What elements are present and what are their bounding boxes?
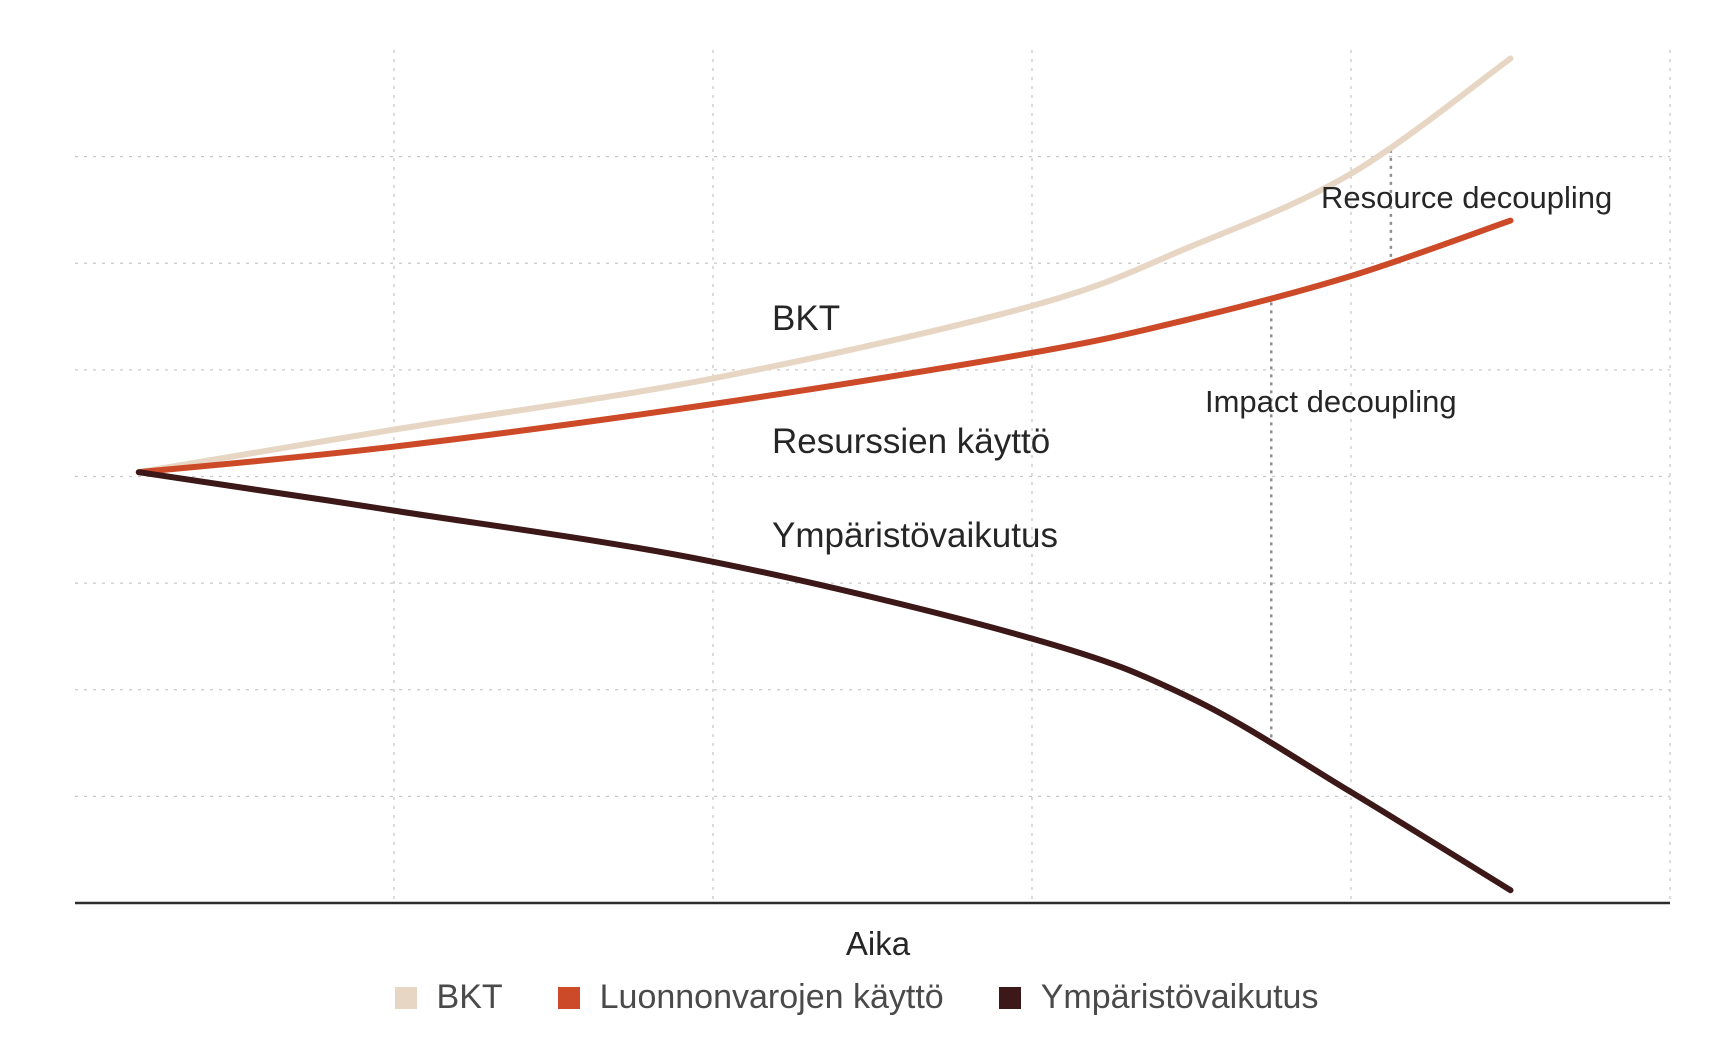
legend-swatch-resurssit — [557, 986, 580, 1009]
series-label-resurssit: Resurssien käyttö — [772, 422, 1050, 461]
legend-label-ymparisto: Ympäristövaikutus — [1040, 978, 1319, 1016]
legend: BKT Luonnonvarojen käyttö Ympäristövaikutu… — [0, 978, 1713, 1017]
legend-item-bkt: BKT — [394, 978, 503, 1017]
grid — [75, 50, 1671, 903]
annotation-label-2: Impact decoupling — [1205, 384, 1457, 419]
legend-item-resurssit: Luonnonvarojen käyttö — [557, 978, 944, 1017]
series-line-bkt — [135, 55, 1514, 476]
legend-label-bkt: BKT — [436, 978, 503, 1016]
legend-item-ymparisto: Ympäristövaikutus — [998, 978, 1319, 1017]
legend-swatch-ymparisto — [998, 986, 1021, 1009]
legend-swatch-bkt — [394, 986, 417, 1009]
series-label-bkt: BKT — [772, 299, 840, 338]
legend-label-resurssit: Luonnonvarojen käyttö — [599, 978, 944, 1016]
series-line-ymparisto — [135, 469, 1514, 894]
series-label-ymparisto: Ympäristövaikutus — [772, 516, 1058, 555]
chart-labels: BKT Resurssien käyttö Ympäristövaikutus Res… — [772, 180, 1612, 555]
x-axis-title: Aika — [846, 925, 911, 962]
annotation-label-1: Resource decoupling — [1321, 180, 1612, 215]
series-lines — [135, 55, 1514, 894]
decoupling-markers — [1270, 149, 1393, 741]
series-line-resurssit — [135, 217, 1514, 476]
